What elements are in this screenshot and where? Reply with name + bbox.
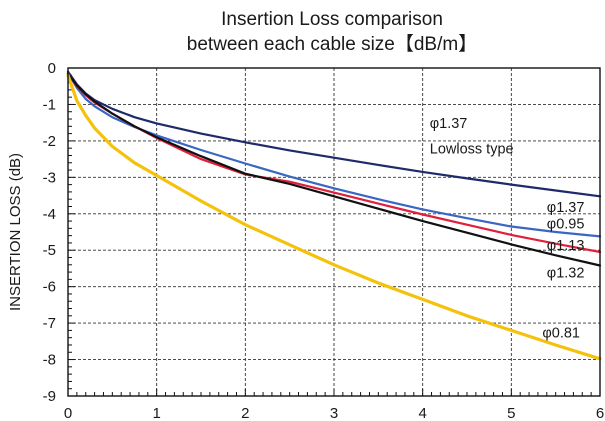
series-lines xyxy=(66,70,602,361)
series-line xyxy=(66,71,602,238)
series-annotation-label: φ0.95 xyxy=(547,216,585,232)
x-tick-label: 4 xyxy=(418,405,426,421)
series-line xyxy=(66,73,602,361)
x-tick-label: 3 xyxy=(330,405,338,421)
series-annotation-label: φ0.81 xyxy=(542,326,580,342)
y-tick-label: 0 xyxy=(48,60,56,77)
y-tick-label: -2 xyxy=(43,133,56,150)
y-tick-label: -9 xyxy=(43,388,56,405)
y-tick-label: -1 xyxy=(43,96,56,113)
x-tick-label: 0 xyxy=(64,405,72,421)
x-tick-labels: 0 1 2 3 4 5 6 xyxy=(64,405,604,421)
y-tick-label: -7 xyxy=(43,315,56,332)
chart-title-line-1: Insertion Loss comparison xyxy=(221,9,443,30)
y-tick-label: -6 xyxy=(43,279,56,296)
chart-title-line-2: between each cable size【dB/m】 xyxy=(187,33,477,55)
series-annotation-label: φ1.37 xyxy=(430,116,468,132)
x-tick-label: 5 xyxy=(507,405,515,421)
y-axis-label: INSERTION LOSS (dB) xyxy=(7,153,24,311)
series-annotation-label: φ1.13 xyxy=(547,238,585,254)
y-tick-label: -4 xyxy=(43,206,56,223)
series-annotation-label: φ1.32 xyxy=(547,266,585,282)
series-annotation-label: φ1.37 xyxy=(547,200,585,216)
x-tick-label: 2 xyxy=(241,405,249,421)
y-tick-label: -8 xyxy=(43,352,56,369)
minor-ticks xyxy=(67,67,601,397)
x-tick-label: 1 xyxy=(152,405,160,421)
series-line xyxy=(66,72,602,267)
y-tick-label: -5 xyxy=(43,242,56,259)
x-tick-label: 6 xyxy=(596,405,604,421)
y-tick-labels: 0 -1 -2 -3 -4 -5 -6 -7 -8 -9 xyxy=(43,60,56,405)
series-annotation-label: Lowloss type xyxy=(430,142,514,158)
y-tick-label: -3 xyxy=(43,169,56,186)
grid-lines xyxy=(68,68,600,396)
plot-frame xyxy=(67,67,601,397)
